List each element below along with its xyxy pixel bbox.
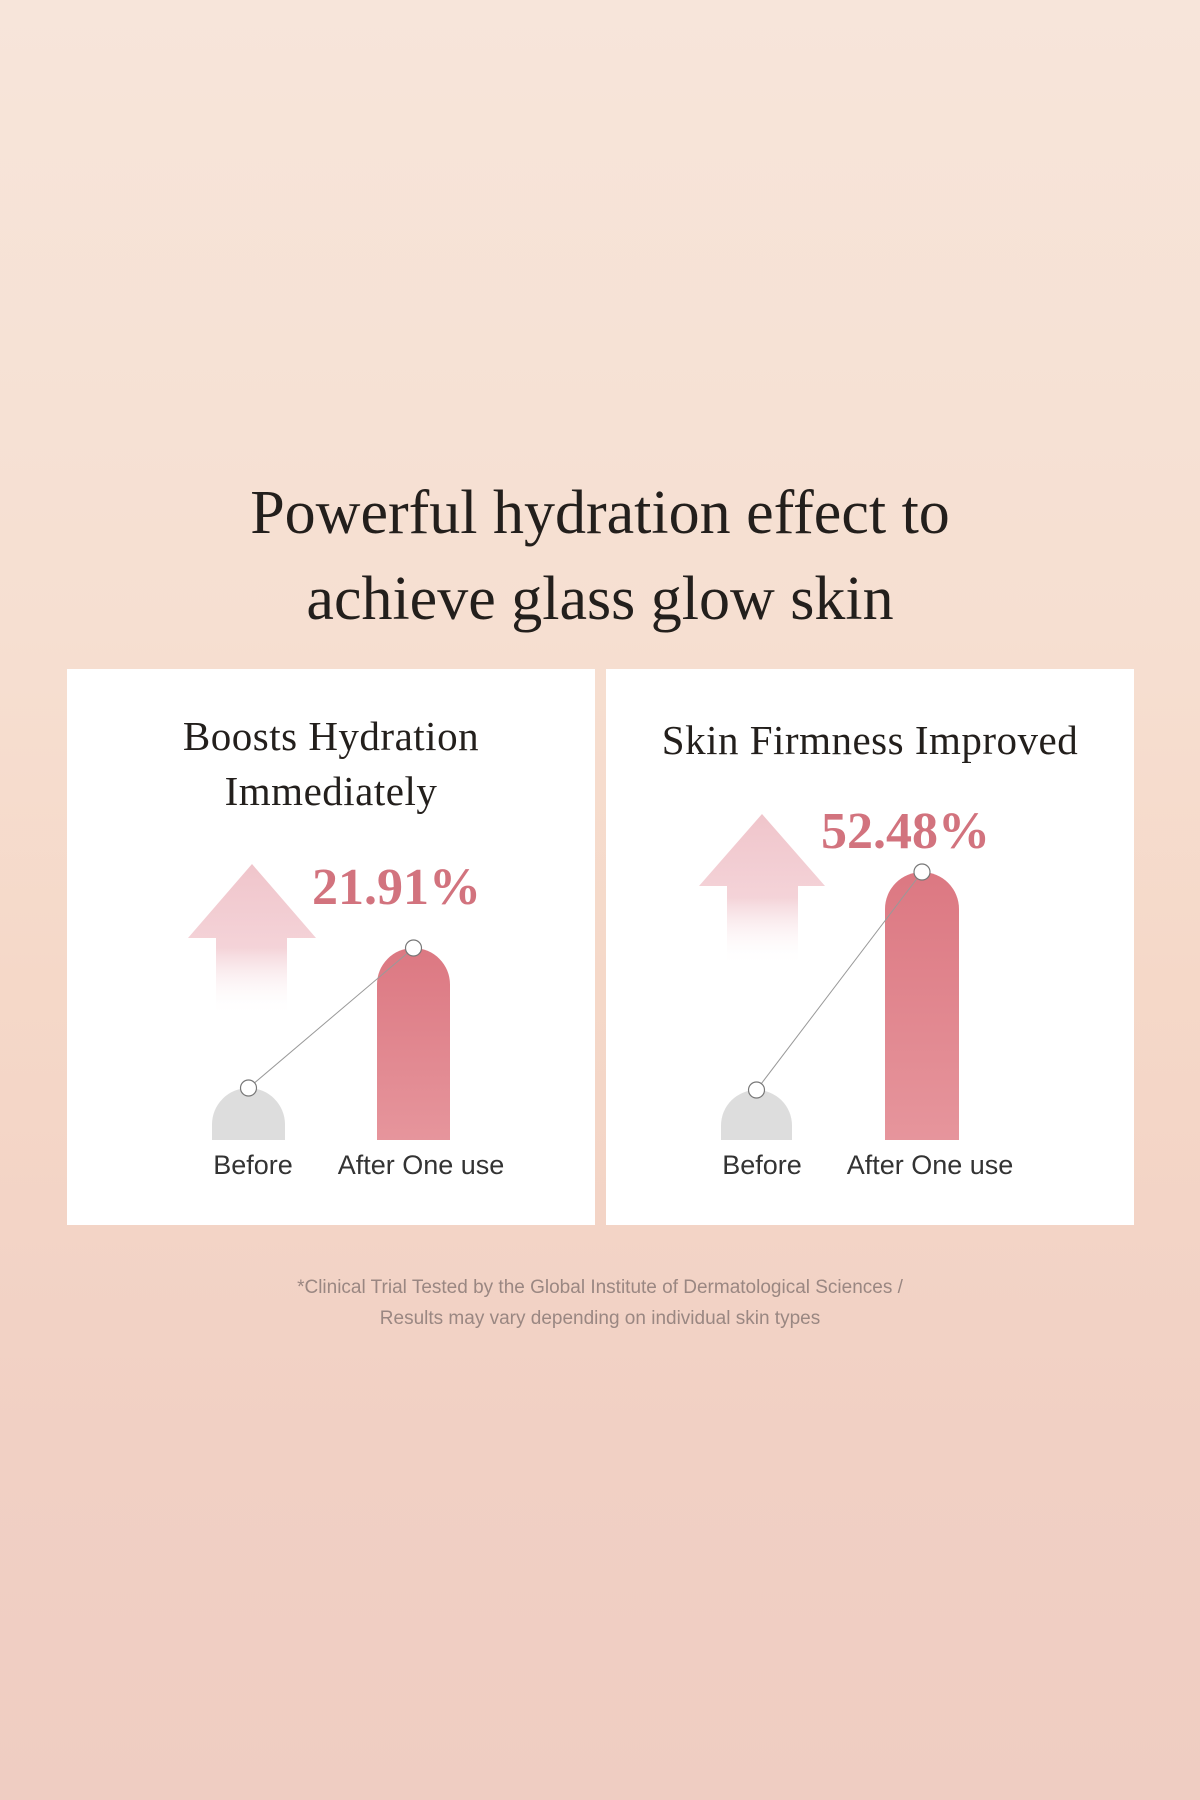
firmness-after-label: After One use: [846, 1150, 1014, 1180]
hydration-panel: Boosts Hydration Immediately: [67, 669, 595, 1225]
hydration-panel-title: Boosts Hydration Immediately: [67, 709, 595, 819]
panel-title-line-2: Immediately: [224, 768, 438, 814]
after-point: [404, 939, 423, 957]
firmness-panel-title: Skin Firmness Improved: [661, 717, 1079, 763]
after-point: [913, 863, 931, 881]
up-arrow-icon: [188, 864, 316, 1016]
page-headline: Powerful hydration effect to achieve gla…: [0, 470, 1200, 642]
trend-line: [248, 947, 414, 1089]
headline-line-1: Powerful hydration effect to: [250, 479, 950, 547]
before-point: [239, 1079, 258, 1097]
up-arrow-icon: [699, 814, 825, 966]
bar-after: [377, 948, 450, 1140]
bar-before: [721, 1090, 792, 1140]
panel-title-line-1: Boosts Hydration: [182, 713, 480, 759]
footnote: *Clinical Trial Tested by the Global Ins…: [0, 1272, 1200, 1334]
hydration-percent: 21.91%: [312, 859, 481, 916]
bar-before: [212, 1088, 285, 1140]
before-point: [747, 1081, 766, 1099]
footnote-line-1: *Clinical Trial Tested by the Global Ins…: [297, 1277, 903, 1298]
trend-line: [756, 871, 923, 1091]
firmness-panel: Skin Firmness Improved: [606, 669, 1134, 1225]
headline-line-2: achieve glass glow skin: [306, 565, 894, 633]
bar-after: [885, 872, 959, 1140]
hydration-after-label: After One use: [337, 1150, 505, 1180]
firmness-chart: [699, 814, 959, 1140]
firmness-before-label: Before: [722, 1150, 802, 1180]
hydration-chart: [188, 864, 450, 1140]
hydration-before-label: Before: [213, 1150, 293, 1180]
firmness-percent: 52.48%: [821, 803, 990, 860]
footnote-line-2: Results may vary depending on individual…: [379, 1308, 821, 1329]
